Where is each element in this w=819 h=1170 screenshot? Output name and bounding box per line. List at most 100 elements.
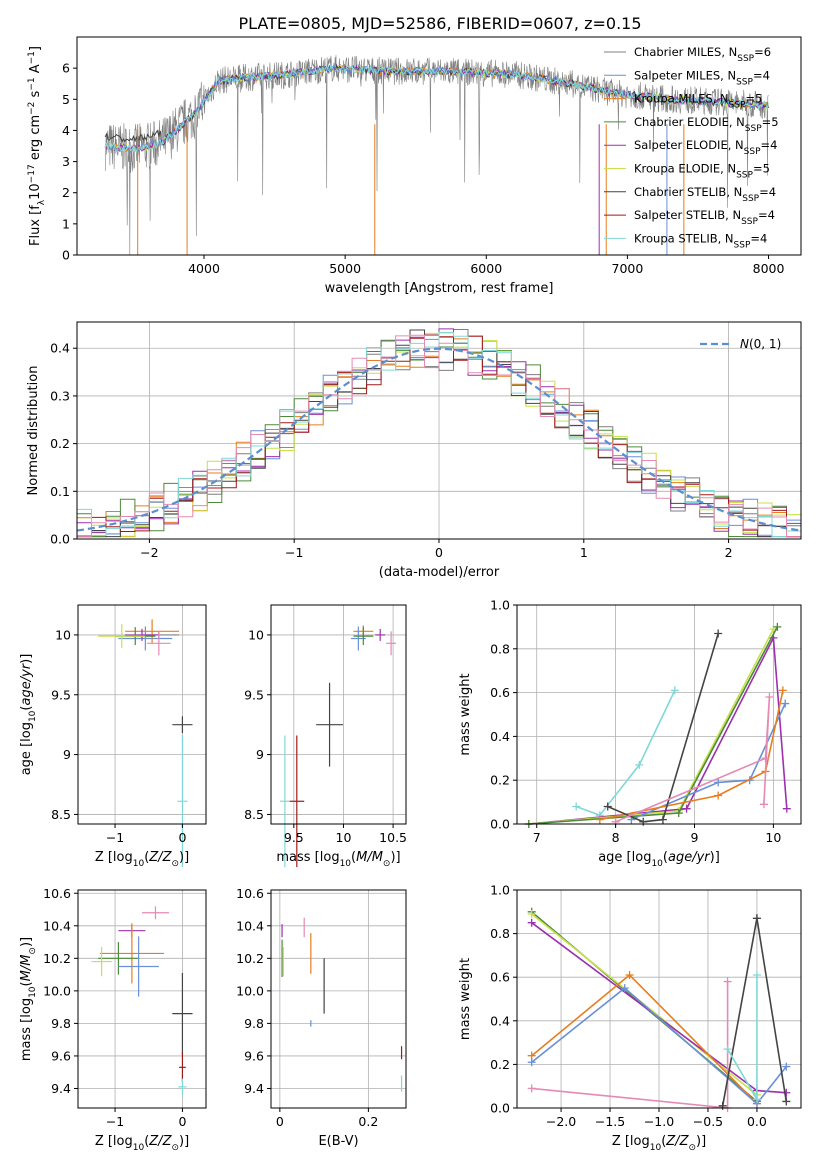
- y-tick-label: 9.6: [244, 1048, 264, 1063]
- weight-marker: [527, 918, 536, 927]
- x-tick-label: 8: [612, 830, 620, 845]
- y-tick-label: 0.0: [50, 532, 70, 547]
- errorbar-point: [172, 716, 193, 734]
- weight-marker: [625, 971, 634, 980]
- y-tick-label: 10: [55, 627, 71, 642]
- weight-marker: [761, 754, 770, 763]
- x-tick-label: 10.5: [379, 830, 407, 845]
- y-tick-label: 8.5: [51, 807, 71, 822]
- y-tick-label: 10.6: [43, 886, 71, 901]
- weight-marker: [527, 1058, 536, 1067]
- plot-area-spectrum: [104, 55, 769, 256]
- errorbar-point: [125, 628, 159, 641]
- x-tick-label: −1: [285, 545, 303, 560]
- weight-series-line: [531, 973, 758, 1105]
- weight-marker: [723, 977, 732, 986]
- y-tick-label: 0.8: [490, 641, 510, 656]
- x-tick-label: −1.0: [644, 1114, 674, 1129]
- y-tick-label: 9.6: [51, 1048, 71, 1063]
- weight-marker: [782, 804, 791, 813]
- y-tick-label: 9.4: [51, 1081, 71, 1096]
- weight-marker: [752, 971, 761, 980]
- y-tick-label: 0.2: [50, 436, 70, 451]
- weight-marker: [639, 817, 648, 826]
- y-tick-label: 9.5: [51, 687, 71, 702]
- weight-marker: [572, 802, 581, 811]
- y-tick-label: 5: [62, 92, 70, 107]
- legend: Chabrier MILES, NSSP=6 Salpeter MILES, NS…: [604, 45, 779, 250]
- legend-label: Kroupa ELODIE, NSSP=5: [634, 162, 770, 181]
- legend-label: Salpeter ELODIE, NSSP=4: [634, 138, 777, 157]
- y-tick-label: 9.8: [51, 1016, 71, 1031]
- plot-area-mass-vs-Z: [91, 906, 193, 1095]
- weight-marker: [620, 984, 629, 993]
- errorbar-point: [98, 624, 146, 649]
- gaussian-curve: [76, 347, 802, 532]
- figure-title: PLATE=0805, MJD=52586, FIBERID=0607, z=0…: [238, 14, 641, 33]
- y-tick-label: 2: [62, 185, 70, 200]
- y-tick-label: 8.5: [244, 807, 264, 822]
- errorbar-point: [375, 628, 386, 641]
- panel-age-vs-Z: −1 0 8.5 9 9.5 10 Z [log10(Z/Z⊙)] age [log10(ag…: [19, 604, 207, 869]
- weight-marker: [782, 1062, 791, 1071]
- legend-label: Chabrier STELIB, NSSP=4: [634, 185, 776, 204]
- y-tick-label: 4: [62, 123, 70, 138]
- y-tick-label: 0.0: [490, 817, 510, 832]
- legend-label: Chabrier ELODIE, NSSP=5: [634, 115, 779, 134]
- y-tick-label: 10: [248, 627, 264, 642]
- weight-marker: [682, 804, 691, 813]
- panel-weight-vs-age: 7 8 9 10 0.0 0.2 0.4 0.6 0.8 1.0 age [log10(age/yr…: [458, 598, 802, 869]
- weight-series-line: [528, 635, 788, 825]
- y-tick-label: 9.5: [244, 687, 264, 702]
- x-axis-label: (data-model)/error: [379, 565, 500, 580]
- x-tick-label: 4000: [188, 261, 220, 276]
- weight-marker: [778, 686, 787, 695]
- x-tick-label: 1: [580, 545, 588, 560]
- weight-series-line: [615, 696, 771, 823]
- weight-marker: [714, 629, 723, 638]
- errorbar-point: [177, 735, 188, 868]
- x-tick-label: 6000: [470, 261, 502, 276]
- errorbar-point: [147, 631, 171, 656]
- x-tick-label: −0.5: [693, 1114, 723, 1129]
- y-tick-label: 0.3: [50, 388, 70, 403]
- errorbar-point: [178, 1078, 187, 1095]
- y-tick-label: 10.2: [236, 951, 264, 966]
- x-tick-label: −2: [140, 545, 158, 560]
- axes-frame: [270, 889, 407, 1109]
- weight-marker: [752, 1095, 761, 1104]
- x-tick-label: 0: [276, 1114, 284, 1129]
- weight-series-line: [528, 626, 779, 825]
- spectrum-data-line: [104, 55, 769, 256]
- errorbar-point: [118, 626, 173, 651]
- weight-series-line: [607, 633, 719, 823]
- weight-series-line: [528, 628, 775, 825]
- y-tick-label: 0.4: [490, 729, 510, 744]
- legend-label: Kroupa STELIB, NSSP=4: [634, 231, 767, 250]
- spectrum-model-line: [104, 63, 769, 153]
- weight-marker: [595, 815, 604, 824]
- legend-label: Kroupa MILES, NSSP=5: [634, 92, 762, 111]
- x-tick-label: 10: [765, 830, 781, 845]
- y-tick-label: 10.6: [236, 886, 264, 901]
- x-tick-label: 10: [336, 830, 352, 845]
- x-tick-label: 5000: [329, 261, 361, 276]
- weight-marker: [765, 692, 774, 701]
- x-tick-label: 0: [435, 545, 443, 560]
- y-tick-label: 0.1: [50, 484, 70, 499]
- x-tick-label: −2.0: [546, 1114, 576, 1129]
- x-tick-label: 0: [178, 1114, 186, 1129]
- y-axis-label: age [log10(age/yr)]: [19, 654, 38, 776]
- y-tick-label: 9.8: [244, 1016, 264, 1031]
- y-tick-label: 0: [62, 248, 70, 263]
- panel-mass-vs-Z: −1 0 9.4 9.6 9.8 10.0 10.2 10.4 10.6 Z [log10(Z/Z…: [19, 886, 207, 1153]
- panel-weight-vs-Z: −2.0 −1.5 −1.0 −0.5 0.0 0.0 0.2 0.4 0.6 0.8 1.0 Z […: [458, 883, 802, 1153]
- y-tick-label: 9.4: [244, 1081, 264, 1096]
- weight-marker: [782, 1097, 791, 1106]
- x-tick-label: 0.0: [747, 1114, 767, 1129]
- y-tick-label: 0.4: [490, 1013, 510, 1028]
- y-axis-label: mass weight: [458, 673, 473, 755]
- weight-marker: [603, 802, 612, 811]
- y-tick-label: 0.6: [490, 685, 510, 700]
